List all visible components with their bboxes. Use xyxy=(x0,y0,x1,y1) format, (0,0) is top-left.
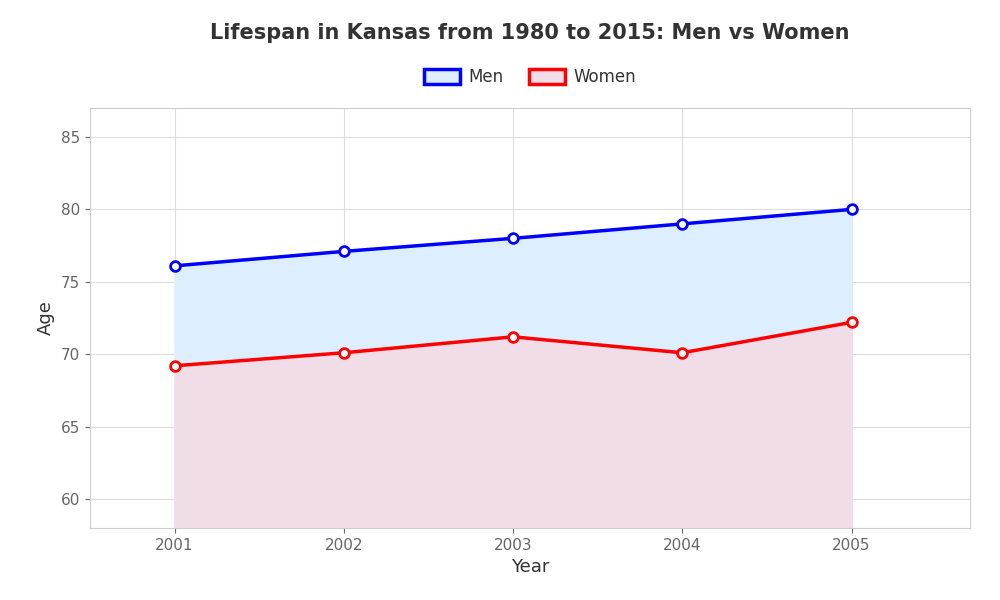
X-axis label: Year: Year xyxy=(511,558,549,576)
Legend: Men, Women: Men, Women xyxy=(417,62,643,93)
Title: Lifespan in Kansas from 1980 to 2015: Men vs Women: Lifespan in Kansas from 1980 to 2015: Me… xyxy=(210,23,850,43)
Y-axis label: Age: Age xyxy=(37,301,55,335)
